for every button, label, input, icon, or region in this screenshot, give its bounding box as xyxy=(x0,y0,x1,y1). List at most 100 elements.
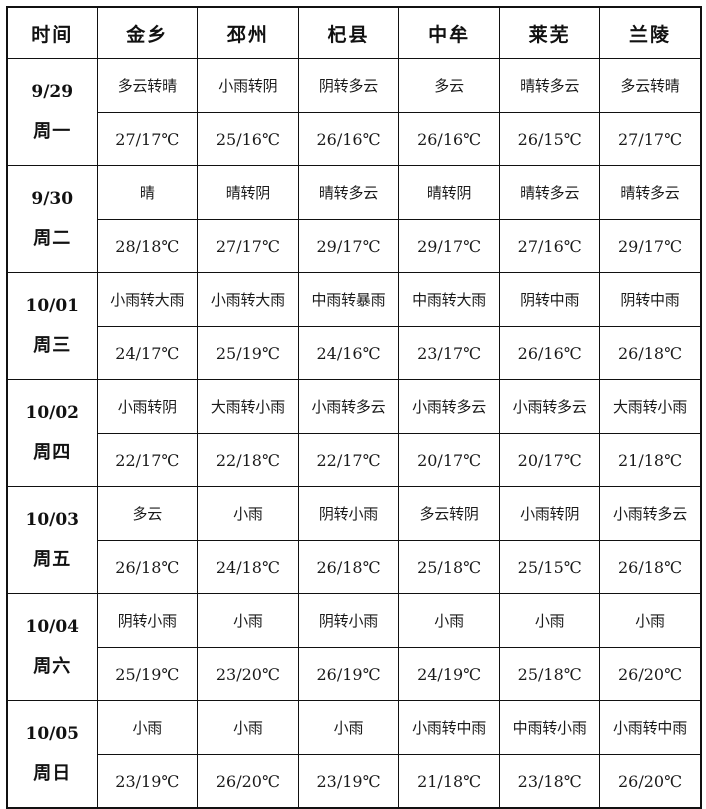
temperature-cell: 22/18℃ xyxy=(197,433,299,487)
weather-cell: 小雨转大雨 xyxy=(96,272,199,327)
temperature-cell: 23/20℃ xyxy=(197,647,299,701)
date-cell: 9/30 周二 xyxy=(6,165,98,273)
temperature-cell: 25/18℃ xyxy=(498,647,601,701)
weekday-label: 周日 xyxy=(33,762,72,784)
date-label: 10/05 xyxy=(25,723,80,744)
weather-cell: 小雨转中雨 xyxy=(398,700,500,755)
column-header-jinxiang: 金乡 xyxy=(96,6,199,59)
weather-cell: 晴转多云 xyxy=(498,165,601,220)
date-cell: 10/04 周六 xyxy=(6,593,98,701)
temperature-cell: 29/17℃ xyxy=(398,219,500,273)
weather-cell: 晴 xyxy=(96,165,199,220)
column-header-zhongmu: 中牟 xyxy=(398,6,500,59)
date-label: 10/03 xyxy=(25,509,80,530)
weekday-label: 周六 xyxy=(33,655,72,677)
weather-cell: 中雨转大雨 xyxy=(398,272,500,327)
weather-cell: 多云转晴 xyxy=(96,58,199,113)
weather-cell: 中雨转暴雨 xyxy=(297,272,400,327)
temperature-cell: 21/18℃ xyxy=(599,433,702,487)
temperature-cell: 29/17℃ xyxy=(599,219,702,273)
table-row: 10/04 周六 阴转小雨 小雨 阴转小雨 小雨 小雨 小雨 xyxy=(6,593,702,701)
temperature-cell: 26/15℃ xyxy=(498,112,601,166)
date-label: 9/30 xyxy=(31,188,74,209)
weather-cell: 大雨转小雨 xyxy=(599,379,702,434)
weather-cell: 晴转阴 xyxy=(398,165,500,220)
temperature-cell: 26/20℃ xyxy=(197,754,299,809)
temperature-cell: 29/17℃ xyxy=(297,219,400,273)
weather-cell: 阴转多云 xyxy=(297,58,400,113)
table-row: 9/29 周一 多云转晴 小雨转阴 阴转多云 多云 晴转多云 多云转晴 xyxy=(6,58,702,166)
temperature-cell: 26/20℃ xyxy=(599,647,702,701)
weather-cell: 阴转小雨 xyxy=(297,486,400,541)
weather-cell: 小雨 xyxy=(197,486,299,541)
weather-cell: 多云 xyxy=(398,58,500,113)
table-row: 23/19℃ 26/20℃ 23/19℃ 21/18℃ 23/18℃ 26/20… xyxy=(7,754,702,809)
table-row: 26/18℃ 24/18℃ 26/18℃ 25/18℃ 25/15℃ 26/18… xyxy=(7,540,702,594)
temperature-cell: 23/19℃ xyxy=(96,754,199,809)
weather-cell: 小雨转阴 xyxy=(197,58,299,113)
temperature-cell: 26/18℃ xyxy=(96,540,199,594)
weather-cell: 中雨转小雨 xyxy=(498,700,601,755)
date-cell: 9/29 周一 xyxy=(6,58,98,166)
weather-cell: 小雨转大雨 xyxy=(197,272,299,327)
weather-cell: 多云转阴 xyxy=(398,486,500,541)
weather-cell: 小雨 xyxy=(197,700,299,755)
weather-cell: 小雨 xyxy=(197,593,299,648)
temperature-cell: 25/15℃ xyxy=(498,540,601,594)
weather-cell: 小雨转阴 xyxy=(96,379,199,434)
column-header-laiwu: 莱芜 xyxy=(498,6,601,59)
temperature-cell: 27/17℃ xyxy=(96,112,199,166)
table-row: 10/03 周五 多云 小雨 阴转小雨 多云转阴 小雨转阴 小雨转多云 xyxy=(6,486,702,594)
temperature-cell: 27/16℃ xyxy=(498,219,601,273)
weather-cell: 小雨 xyxy=(398,593,500,648)
date-label: 10/04 xyxy=(25,616,80,637)
weather-cell: 多云 xyxy=(96,486,199,541)
weekday-label: 周五 xyxy=(33,548,72,570)
weekday-label: 周一 xyxy=(33,120,72,142)
weekday-label: 周四 xyxy=(33,441,72,463)
table-row: 10/02 周四 小雨转阴 大雨转小雨 小雨转多云 小雨转多云 小雨转多云 大雨… xyxy=(6,379,702,487)
weather-cell: 多云转晴 xyxy=(599,58,702,113)
weather-cell: 小雨转多云 xyxy=(297,379,400,434)
temperature-cell: 26/19℃ xyxy=(297,647,400,701)
weather-cell: 小雨转多云 xyxy=(498,379,601,434)
date-cell: 10/01 周三 xyxy=(6,272,98,380)
weather-cell: 小雨 xyxy=(599,593,702,648)
weather-cell: 小雨 xyxy=(498,593,601,648)
weather-cell: 小雨转多云 xyxy=(398,379,500,434)
date-cell: 10/03 周五 xyxy=(6,486,98,594)
weather-cell: 阴转中雨 xyxy=(599,272,702,327)
weather-cell: 小雨 xyxy=(96,700,199,755)
date-label: 9/29 xyxy=(31,81,74,102)
table-row: 10/05 周日 小雨 小雨 小雨 小雨转中雨 中雨转小雨 小雨转中雨 xyxy=(6,700,702,809)
table-body: 9/29 周一 多云转晴 小雨转阴 阴转多云 多云 晴转多云 多云转晴 27/1… xyxy=(6,58,702,809)
table-row: 10/01 周三 小雨转大雨 小雨转大雨 中雨转暴雨 中雨转大雨 阴转中雨 阴转… xyxy=(6,272,702,380)
temperature-cell: 26/20℃ xyxy=(599,754,702,809)
temperature-cell: 27/17℃ xyxy=(197,219,299,273)
temperature-cell: 22/17℃ xyxy=(297,433,400,487)
column-header-pizhou: 邳州 xyxy=(197,6,299,59)
weather-cell: 大雨转小雨 xyxy=(197,379,299,434)
table-row: 9/30 周二 晴 晴转阴 晴转多云 晴转阴 晴转多云 晴转多云 xyxy=(6,165,702,273)
temperature-cell: 26/18℃ xyxy=(297,540,400,594)
temperature-cell: 24/19℃ xyxy=(398,647,500,701)
date-cell: 10/02 周四 xyxy=(6,379,98,487)
temperature-cell: 23/17℃ xyxy=(398,326,500,380)
date-cell: 10/05 周日 xyxy=(6,700,98,809)
weather-cell: 晴转多云 xyxy=(498,58,601,113)
temperature-cell: 22/17℃ xyxy=(96,433,199,487)
table-header-row: 时间 金乡 邳州 杞县 中牟 莱芜 兰陵 xyxy=(6,6,702,59)
date-label: 10/02 xyxy=(25,402,80,423)
temperature-cell: 25/18℃ xyxy=(398,540,500,594)
weather-cell: 晴转多云 xyxy=(297,165,400,220)
temperature-cell: 23/19℃ xyxy=(297,754,400,809)
table-row: 25/19℃ 23/20℃ 26/19℃ 24/19℃ 25/18℃ 26/20… xyxy=(7,647,702,701)
weather-cell: 小雨转中雨 xyxy=(599,700,702,755)
weekday-label: 周二 xyxy=(33,227,72,249)
column-header-lanling: 兰陵 xyxy=(599,6,702,59)
temperature-cell: 24/17℃ xyxy=(96,326,199,380)
weekday-label: 周三 xyxy=(33,334,72,356)
temperature-cell: 20/17℃ xyxy=(498,433,601,487)
temperature-cell: 26/18℃ xyxy=(599,540,702,594)
